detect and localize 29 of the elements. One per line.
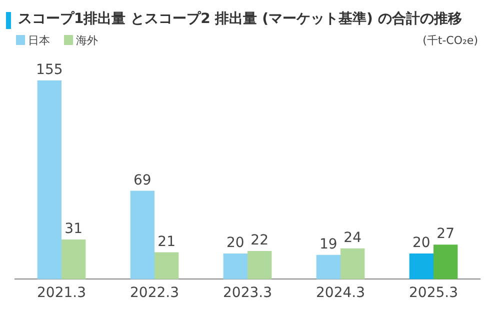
- x-tick-label: 2022.3: [130, 285, 179, 302]
- chart-title: スコープ1排出量 とスコープ2 排出量 (マーケット基準) の合計の推移: [18, 10, 462, 28]
- bar: [316, 254, 340, 280]
- bar: [409, 254, 434, 280]
- bar: [248, 250, 272, 280]
- bar: [130, 190, 154, 280]
- legend-label: 海外: [75, 33, 98, 48]
- bar: [154, 252, 179, 280]
- legend-label: 日本: [27, 33, 50, 48]
- data-label: 21: [158, 234, 176, 250]
- bar: [62, 239, 86, 280]
- bar: [434, 244, 458, 280]
- bar: [223, 254, 248, 280]
- data-label: 155: [36, 62, 63, 78]
- data-label: 20: [412, 235, 430, 252]
- x-tick-label: 2023.3: [223, 285, 272, 302]
- data-label: 31: [64, 221, 83, 238]
- x-tick-label: 2025.3: [409, 285, 458, 302]
- text: (千t-CO₂e): [422, 33, 478, 48]
- bar: [37, 80, 62, 280]
- data-label: 19: [319, 236, 338, 252]
- data-label: 20: [226, 235, 244, 252]
- x-tick-label: 2021.3: [37, 285, 86, 302]
- x-tick-label: 2024.3: [316, 285, 365, 302]
- data-label: 27: [436, 226, 455, 242]
- data-label: 22: [250, 232, 269, 249]
- data-label: 69: [133, 172, 152, 188]
- data-label: 24: [344, 230, 362, 246]
- bar: [340, 248, 365, 280]
